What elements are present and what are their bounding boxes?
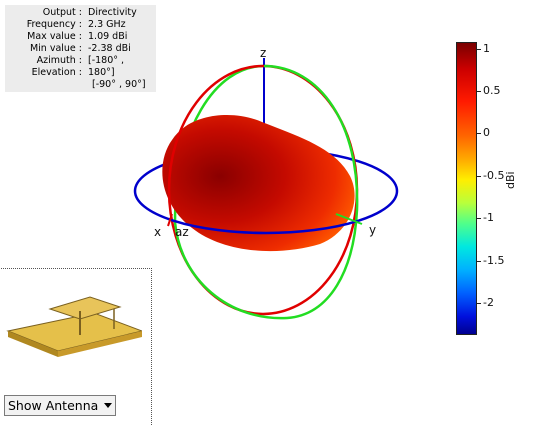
ground-plane-edge-right	[58, 331, 142, 357]
colorbar-tick-label: -2	[483, 296, 494, 309]
patch-element	[48, 296, 122, 320]
x-axis-label: x	[154, 225, 161, 239]
info-value-output: Directivity	[88, 7, 137, 18]
info-label-elevation: Elevation :	[31, 67, 82, 78]
info-value-azimuth: [-180° ,	[88, 55, 125, 66]
colorbar-tick-label: 0.5	[483, 84, 501, 97]
info-value-min: -2.38 dBi	[88, 43, 131, 54]
colorbar-unit-label: dBi	[504, 171, 517, 189]
antenna-view-dropdown[interactable]: Show Antenna	[4, 395, 116, 416]
info-value-elevation-range: [-90° , 90°]	[92, 79, 146, 90]
elevation-ring-green-front	[173, 64, 359, 320]
info-label-min: Min value :	[29, 43, 82, 54]
ground-plane-edge	[8, 331, 58, 357]
colorbar-tick-label: -1.5	[483, 254, 505, 267]
az-axis-label: az	[175, 225, 189, 239]
colorbar-tick	[477, 133, 481, 134]
chevron-down-icon	[104, 403, 112, 408]
radiation-pattern-3d[interactable]: z x az y	[0, 0, 440, 420]
colorbar-tick-label: 0	[483, 126, 490, 139]
info-label-azimuth: Azimuth :	[36, 55, 82, 66]
colorbar-tick	[477, 176, 481, 177]
colorbar	[456, 42, 477, 335]
colorbar-tick-label: -1	[483, 211, 494, 224]
info-panel: Output : Frequency : Max value : Min val…	[5, 5, 156, 92]
antenna-view-panel	[0, 268, 152, 425]
y-axis-label: y	[369, 223, 376, 237]
radiation-lobe	[162, 115, 355, 252]
info-label-max: Max value :	[27, 31, 82, 42]
y-axis-line	[335, 213, 363, 225]
x-axis-line	[167, 213, 173, 227]
colorbar-tick-label: -0.5	[483, 169, 505, 182]
antenna-view-selected: Show Antenna	[8, 398, 99, 413]
colorbar-tick	[477, 303, 481, 304]
info-value-frequency: 2.3 GHz	[88, 19, 126, 30]
colorbar-tick	[477, 91, 481, 92]
info-value-max: 1.09 dBi	[88, 31, 128, 42]
azimuth-ring-front	[133, 190, 399, 235]
ground-plane	[6, 312, 142, 352]
colorbar-tick-label: 1	[483, 42, 490, 55]
z-axis-label: z	[260, 46, 266, 60]
colorbar-tick	[477, 261, 481, 262]
info-label-output: Output :	[42, 7, 82, 18]
antenna-geometry-view	[6, 296, 142, 357]
info-value-elevation: 180°]	[88, 67, 115, 78]
info-label-frequency: Frequency :	[26, 19, 82, 30]
colorbar-tick	[477, 49, 481, 50]
colorbar-tick	[477, 218, 481, 219]
